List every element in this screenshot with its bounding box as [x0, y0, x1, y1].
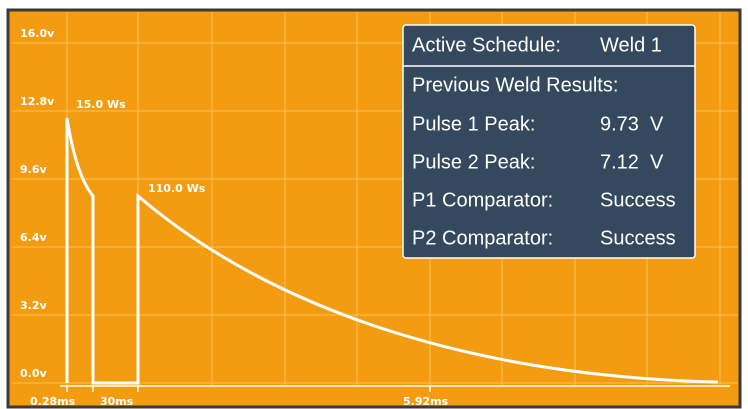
x-axis-ticks — [66, 386, 431, 392]
x-label: 0.28ms — [30, 395, 76, 408]
row-label: Pulse 1 Peak: — [412, 113, 535, 135]
y-tick-label: 6.4v — [20, 231, 47, 244]
row-label: P1 Comparator: — [412, 189, 553, 211]
y-tick-label: 16.0v — [20, 27, 55, 40]
x-label: 30ms — [100, 395, 134, 408]
y-tick-label: 3.2v — [20, 299, 47, 312]
schedule-label: Active Schedule: — [412, 34, 561, 56]
pulse-2-energy: 110.0 Ws — [148, 182, 206, 195]
schedule-value: Weld 1 — [600, 34, 662, 56]
x-label: 5.92ms — [403, 395, 449, 408]
y-tick-label: 0.0v — [20, 367, 47, 380]
panel-box — [402, 24, 696, 259]
y-tick-label: 9.6v — [20, 163, 47, 176]
row-value: 9.73 V — [600, 113, 664, 135]
row-label: P2 Comparator: — [412, 227, 553, 249]
pulse-1-energy: 15.0 Ws — [76, 98, 126, 111]
row-value: Success — [600, 189, 676, 211]
results-panel: Active Schedule: Weld 1 Previous Weld Re… — [402, 24, 696, 259]
results-title: Previous Weld Results: — [412, 74, 618, 96]
voltage-trace — [65, 117, 718, 385]
row-value: 7.12 V — [600, 151, 664, 173]
y-tick-label: 12.8v — [20, 95, 55, 108]
row-value: Success — [600, 227, 676, 249]
row-label: Pulse 2 Peak: — [412, 151, 535, 173]
